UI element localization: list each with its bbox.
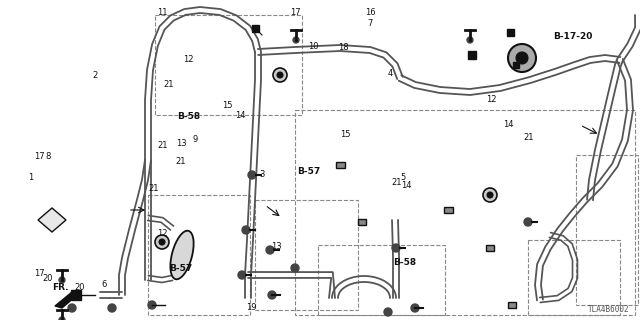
Circle shape: [392, 244, 400, 252]
FancyBboxPatch shape: [358, 219, 366, 225]
Text: 17: 17: [35, 152, 45, 161]
Text: 12: 12: [486, 95, 497, 104]
Text: 15: 15: [222, 101, 232, 110]
Bar: [318, 245, 445, 315]
Text: 12: 12: [183, 55, 193, 64]
FancyBboxPatch shape: [508, 302, 516, 308]
Circle shape: [277, 72, 283, 78]
Circle shape: [524, 218, 532, 226]
Text: B-57: B-57: [169, 264, 192, 273]
Text: 8: 8: [45, 152, 51, 161]
FancyBboxPatch shape: [444, 207, 452, 213]
Circle shape: [273, 68, 287, 82]
FancyBboxPatch shape: [486, 245, 494, 251]
Text: 21: 21: [148, 184, 159, 193]
Circle shape: [155, 235, 169, 249]
Text: 12: 12: [157, 229, 168, 238]
Text: 6: 6: [102, 280, 107, 289]
Bar: [71, 290, 81, 300]
Text: 14: 14: [504, 120, 514, 129]
Text: 15: 15: [340, 130, 351, 139]
Text: 2: 2: [92, 71, 97, 80]
Text: B-58: B-58: [393, 258, 416, 267]
Polygon shape: [38, 208, 66, 232]
Text: 13: 13: [271, 242, 282, 251]
Text: 7: 7: [367, 20, 372, 28]
Text: 14: 14: [401, 181, 412, 190]
Text: 10: 10: [308, 42, 319, 51]
Bar: [252, 25, 259, 31]
Text: B-58: B-58: [177, 112, 200, 121]
Text: 17: 17: [291, 8, 301, 17]
Circle shape: [516, 52, 528, 64]
Text: 21: 21: [175, 157, 186, 166]
Text: 13: 13: [176, 140, 186, 148]
Bar: [468, 51, 476, 59]
Bar: [576, 155, 638, 305]
Circle shape: [291, 264, 299, 272]
Bar: [255, 200, 358, 310]
Text: 17: 17: [35, 269, 45, 278]
Bar: [295, 110, 635, 315]
Ellipse shape: [170, 231, 194, 279]
Text: 1: 1: [28, 173, 33, 182]
Text: 5: 5: [401, 173, 406, 182]
Circle shape: [268, 291, 276, 299]
Circle shape: [487, 192, 493, 198]
Text: 4: 4: [388, 69, 393, 78]
Circle shape: [508, 44, 536, 72]
Text: 3: 3: [260, 170, 265, 179]
Circle shape: [108, 304, 116, 312]
Text: 9: 9: [193, 135, 198, 144]
Circle shape: [238, 271, 246, 279]
Circle shape: [248, 171, 256, 179]
Circle shape: [293, 37, 299, 43]
Text: 16: 16: [365, 8, 375, 17]
Text: 21: 21: [524, 133, 534, 142]
Circle shape: [59, 277, 65, 283]
Text: 21: 21: [164, 80, 174, 89]
Text: 20: 20: [74, 284, 84, 292]
FancyBboxPatch shape: [335, 162, 344, 168]
Bar: [148, 195, 250, 315]
Circle shape: [266, 246, 274, 254]
Bar: [506, 28, 513, 36]
Text: 20: 20: [42, 274, 52, 283]
Text: B-57: B-57: [297, 167, 320, 176]
Circle shape: [68, 304, 76, 312]
Text: 19: 19: [246, 303, 256, 312]
Circle shape: [148, 301, 156, 309]
Text: 11: 11: [157, 8, 167, 17]
Text: 21: 21: [392, 178, 402, 187]
Bar: [513, 62, 519, 68]
Bar: [155, 15, 302, 115]
Text: 18: 18: [338, 44, 348, 52]
Text: FR.: FR.: [52, 284, 69, 292]
Text: B-17-20: B-17-20: [553, 32, 593, 41]
Polygon shape: [55, 292, 76, 308]
Circle shape: [242, 226, 250, 234]
Circle shape: [384, 308, 392, 316]
Text: 21: 21: [157, 141, 168, 150]
Circle shape: [467, 37, 473, 43]
Circle shape: [411, 304, 419, 312]
Circle shape: [483, 188, 497, 202]
Bar: [528, 240, 620, 315]
Circle shape: [159, 239, 165, 245]
Circle shape: [59, 317, 65, 320]
Text: TLA4B6002: TLA4B6002: [588, 305, 630, 314]
Text: 14: 14: [235, 111, 245, 120]
